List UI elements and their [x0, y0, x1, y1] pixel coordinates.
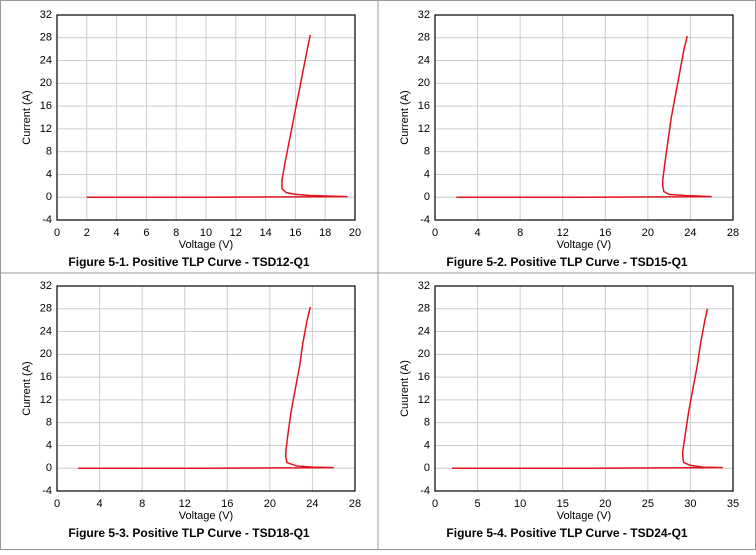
- x-tick-label: 10: [514, 498, 526, 510]
- x-tick-label: 16: [289, 227, 301, 239]
- y-tick-label: 12: [40, 394, 52, 406]
- y-tick-label: 0: [46, 462, 52, 474]
- y-tick-label: 24: [40, 54, 52, 66]
- y-tick-label: 16: [40, 371, 52, 383]
- x-tick-label: 10: [200, 227, 212, 239]
- y-tick-label: -4: [42, 485, 52, 497]
- y-tick-label: -4: [42, 214, 52, 226]
- y-tick-label: 12: [418, 123, 430, 135]
- x-tick-label: 16: [599, 227, 611, 239]
- y-tick-label: 20: [418, 77, 430, 89]
- y-tick-label: 24: [40, 325, 52, 337]
- x-tick-label: 15: [557, 498, 569, 510]
- y-tick-label: 20: [40, 77, 52, 89]
- x-axis-label: Voltage (V): [557, 239, 611, 251]
- y-tick-label: 28: [418, 32, 430, 44]
- x-tick-label: 12: [179, 498, 191, 510]
- y-tick-label: 4: [424, 168, 430, 180]
- y-tick-label: 20: [418, 348, 430, 360]
- y-axis-label: Cuurent (A): [399, 360, 411, 417]
- x-tick-label: 20: [599, 498, 611, 510]
- y-tick-label: 32: [40, 9, 52, 21]
- x-tick-label: 28: [727, 227, 739, 239]
- plot-frame: [434, 14, 734, 221]
- figure-caption: Figure 5-2. Positive TLP Curve - TSD15-Q…: [446, 255, 688, 269]
- plot-frame: [434, 285, 734, 492]
- y-tick-label: 8: [46, 417, 52, 429]
- y-tick-label: 4: [46, 439, 52, 451]
- y-tick-label: -4: [420, 485, 430, 497]
- y-tick-label: 0: [46, 191, 52, 203]
- x-axis-label: Voltage (V): [557, 510, 611, 522]
- x-tick-label: 5: [475, 498, 481, 510]
- y-tick-label: 4: [46, 168, 52, 180]
- x-tick-label: 8: [173, 227, 179, 239]
- tlp-curve: [86, 34, 348, 198]
- x-tick-label: 28: [349, 498, 361, 510]
- x-tick-label: 0: [432, 498, 438, 510]
- y-tick-label: 12: [418, 394, 430, 406]
- y-tick-label: 24: [418, 54, 430, 66]
- y-tick-label: 8: [424, 417, 430, 429]
- y-tick-label: 16: [418, 100, 430, 112]
- figure-caption: Figure 5-1. Positive TLP Curve - TSD12-Q…: [68, 255, 310, 269]
- y-tick-label: 20: [40, 348, 52, 360]
- x-tick-label: 24: [306, 498, 318, 510]
- y-tick-label: 8: [46, 146, 52, 158]
- y-tick-label: 0: [424, 191, 430, 203]
- x-tick-label: 30: [684, 498, 696, 510]
- x-tick-label: 4: [475, 227, 481, 239]
- tlp-curve: [452, 308, 723, 469]
- x-tick-label: 20: [264, 498, 276, 510]
- x-tick-label: 8: [139, 498, 145, 510]
- y-axis-label: Current (A): [21, 90, 33, 144]
- y-tick-label: 32: [40, 280, 52, 292]
- x-tick-label: 6: [143, 227, 149, 239]
- y-tick-label: -4: [420, 214, 430, 226]
- y-tick-label: 24: [418, 325, 430, 337]
- y-axis-label: Current (A): [399, 90, 411, 144]
- x-tick-label: 12: [230, 227, 242, 239]
- x-axis-label: Voltage (V): [179, 510, 233, 522]
- x-tick-label: 24: [684, 227, 696, 239]
- y-tick-label: 16: [40, 100, 52, 112]
- x-tick-label: 0: [54, 227, 60, 239]
- x-tick-label: 18: [319, 227, 331, 239]
- x-tick-label: 20: [349, 227, 361, 239]
- y-tick-label: 28: [40, 303, 52, 315]
- figure-caption: Figure 5-3. Positive TLP Curve - TSD18-Q…: [68, 526, 310, 540]
- tlp-curve: [456, 35, 712, 198]
- x-tick-label: 0: [54, 498, 60, 510]
- x-tick-label: 2: [84, 227, 90, 239]
- y-tick-label: 4: [424, 439, 430, 451]
- figure-caption: Figure 5-4. Positive TLP Curve - TSD24-Q…: [446, 526, 688, 540]
- x-tick-label: 35: [727, 498, 739, 510]
- y-tick-label: 28: [418, 303, 430, 315]
- x-tick-label: 12: [557, 227, 569, 239]
- y-axis-label: Current (A): [21, 361, 33, 415]
- plot-frame: [56, 285, 356, 492]
- x-tick-label: 0: [432, 227, 438, 239]
- x-tick-label: 14: [259, 227, 271, 239]
- x-tick-label: 25: [642, 498, 654, 510]
- y-tick-label: 32: [418, 280, 430, 292]
- y-tick-label: 12: [40, 123, 52, 135]
- y-tick-label: 28: [40, 32, 52, 44]
- tlp-curve: [78, 306, 334, 469]
- x-tick-label: 4: [97, 498, 103, 510]
- y-tick-label: 16: [418, 371, 430, 383]
- x-tick-label: 16: [221, 498, 233, 510]
- x-axis-label: Voltage (V): [179, 239, 233, 251]
- x-tick-label: 4: [114, 227, 120, 239]
- y-tick-label: 8: [424, 146, 430, 158]
- y-tick-label: 32: [418, 9, 430, 21]
- y-tick-label: 0: [424, 462, 430, 474]
- plot-frame: [56, 14, 356, 221]
- x-tick-label: 8: [517, 227, 523, 239]
- x-tick-label: 20: [642, 227, 654, 239]
